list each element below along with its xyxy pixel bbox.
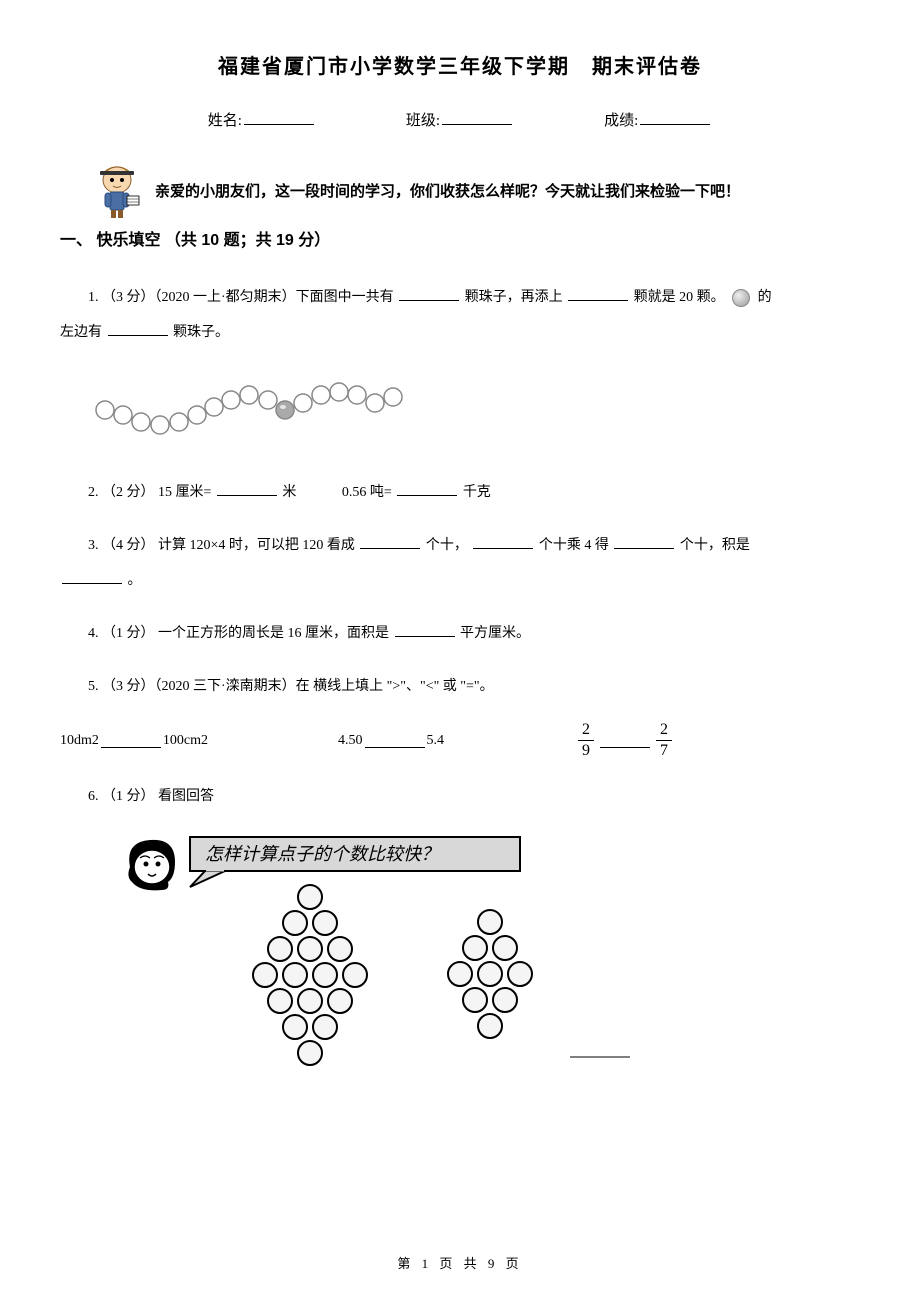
q3-blank-3[interactable] (614, 535, 674, 549)
q4-text-1: 4. （1 分） 一个正方形的周长是 16 厘米，面积是 (88, 626, 389, 641)
q3-blank-4[interactable] (62, 570, 122, 584)
score-blank[interactable] (640, 110, 710, 125)
class-blank[interactable] (442, 110, 512, 125)
frac2-den: 7 (660, 741, 668, 759)
q2-text-3: 千克 (463, 485, 491, 500)
q5-item-2: 4.50 5.4 (338, 733, 444, 749)
header-row: 姓名: 班级: 成绩: (60, 109, 860, 130)
q1-text-1: 1. （3 分）（2020 一上·都匀期末）下面图中一共有 (88, 290, 394, 305)
score-field: 成绩: (604, 109, 712, 130)
q3-text-2: 个十， (426, 538, 468, 553)
q4-text-2: 平方厘米。 (460, 626, 530, 641)
score-label: 成绩: (604, 109, 638, 130)
intro-text: 亲爱的小朋友们，这一段时间的学习，你们收获怎么样呢？今天就让我们来检验一下吧！ (155, 180, 860, 201)
frac1-den: 9 (582, 741, 590, 759)
question-6: 6. （1 分） 看图回答 (60, 779, 860, 814)
q5-blank-1[interactable] (101, 734, 161, 748)
q5-item-3: 2 9 2 7 (574, 722, 676, 759)
q2-blank-2[interactable] (397, 482, 457, 496)
q3-text-4: 个十，积是 (680, 538, 750, 553)
q3-blank-2[interactable] (473, 535, 533, 549)
section1-heading: 一、 快乐填空 （共 10 题；共 19 分） (60, 226, 860, 250)
q5-item1-left: 10dm2 (60, 733, 99, 749)
q3-text-1: 3. （4 分） 计算 120×4 时，可以把 120 看成 (88, 538, 355, 553)
question-2: 2. （2 分） 15 厘米= 米 0.56 吨= 千克 (60, 475, 860, 510)
q5-text: 5. （3 分）（2020 三下·滦南期末）在 横线上填上 ">"、"<" 或 … (88, 679, 494, 694)
q1-blank-2[interactable] (568, 287, 628, 301)
q5-blank-3[interactable] (600, 734, 650, 748)
frac1-num: 2 (578, 722, 594, 741)
q5-item2-right: 5.4 (427, 733, 445, 749)
beads-chain-diagram (90, 375, 860, 445)
frac2-num: 2 (656, 722, 672, 741)
question-4: 4. （1 分） 一个正方形的周长是 16 厘米，面积是 平方厘米。 (60, 616, 860, 651)
mascot-icon (90, 160, 145, 225)
question-5: 5. （3 分）（2020 三下·滦南期末）在 横线上填上 ">"、"<" 或 … (60, 669, 860, 704)
q1-text-6: 颗珠子。 (173, 325, 229, 340)
page-footer: 第 1 页 共 9 页 (0, 1253, 920, 1272)
q5-blank-2[interactable] (365, 734, 425, 748)
q2-gap: 0.56 吨= (300, 485, 392, 500)
q3-text-3: 个十乘 4 得 (539, 538, 609, 553)
q1-text-2: 颗珠子，再添上 (465, 290, 563, 305)
q5-item1-right: 100cm2 (163, 733, 208, 749)
page-title: 福建省厦门市小学数学三年级下学期 期末评估卷 (60, 50, 860, 79)
q4-blank-1[interactable] (395, 623, 455, 637)
q3-text-5: 。 (128, 573, 142, 588)
q1-text-3: 颗就是 20 颗。 (634, 290, 725, 305)
question-1: 1. （3 分）（2020 一上·都匀期末）下面图中一共有 颗珠子，再添上 颗就… (60, 280, 860, 350)
q1-text-5: 左边有 (60, 325, 102, 340)
fraction-2: 2 7 (656, 722, 672, 759)
name-label: 姓名: (208, 109, 242, 130)
q6-text: 6. （1 分） 看图回答 (88, 789, 214, 804)
name-blank[interactable] (244, 110, 314, 125)
q2-text-2: 米 (282, 485, 296, 500)
q2-blank-1[interactable] (217, 482, 277, 496)
q6-diagram: 怎样计算点子的个数比较快？ (120, 832, 860, 1087)
q1-blank-1[interactable] (399, 287, 459, 301)
q5-comparison-row: 10dm2 100cm2 4.50 5.4 2 9 2 7 (60, 722, 860, 759)
q2-text-1: 2. （2 分） 15 厘米= (88, 485, 211, 500)
svg-text:怎样计算点子的个数比较快？: 怎样计算点子的个数比较快？ (205, 844, 439, 864)
gray-bead-icon (732, 289, 750, 307)
q5-item-1: 10dm2 100cm2 (60, 733, 208, 749)
q1-blank-3[interactable] (108, 322, 168, 336)
fraction-1: 2 9 (578, 722, 594, 759)
q3-blank-1[interactable] (360, 535, 420, 549)
q1-text-4: 的 (758, 290, 772, 305)
q5-item2-left: 4.50 (338, 733, 363, 749)
class-label: 班级: (406, 109, 440, 130)
question-3: 3. （4 分） 计算 120×4 时，可以把 120 看成 个十， 个十乘 4… (60, 528, 860, 598)
name-field: 姓名: (208, 109, 316, 130)
class-field: 班级: (406, 109, 514, 130)
